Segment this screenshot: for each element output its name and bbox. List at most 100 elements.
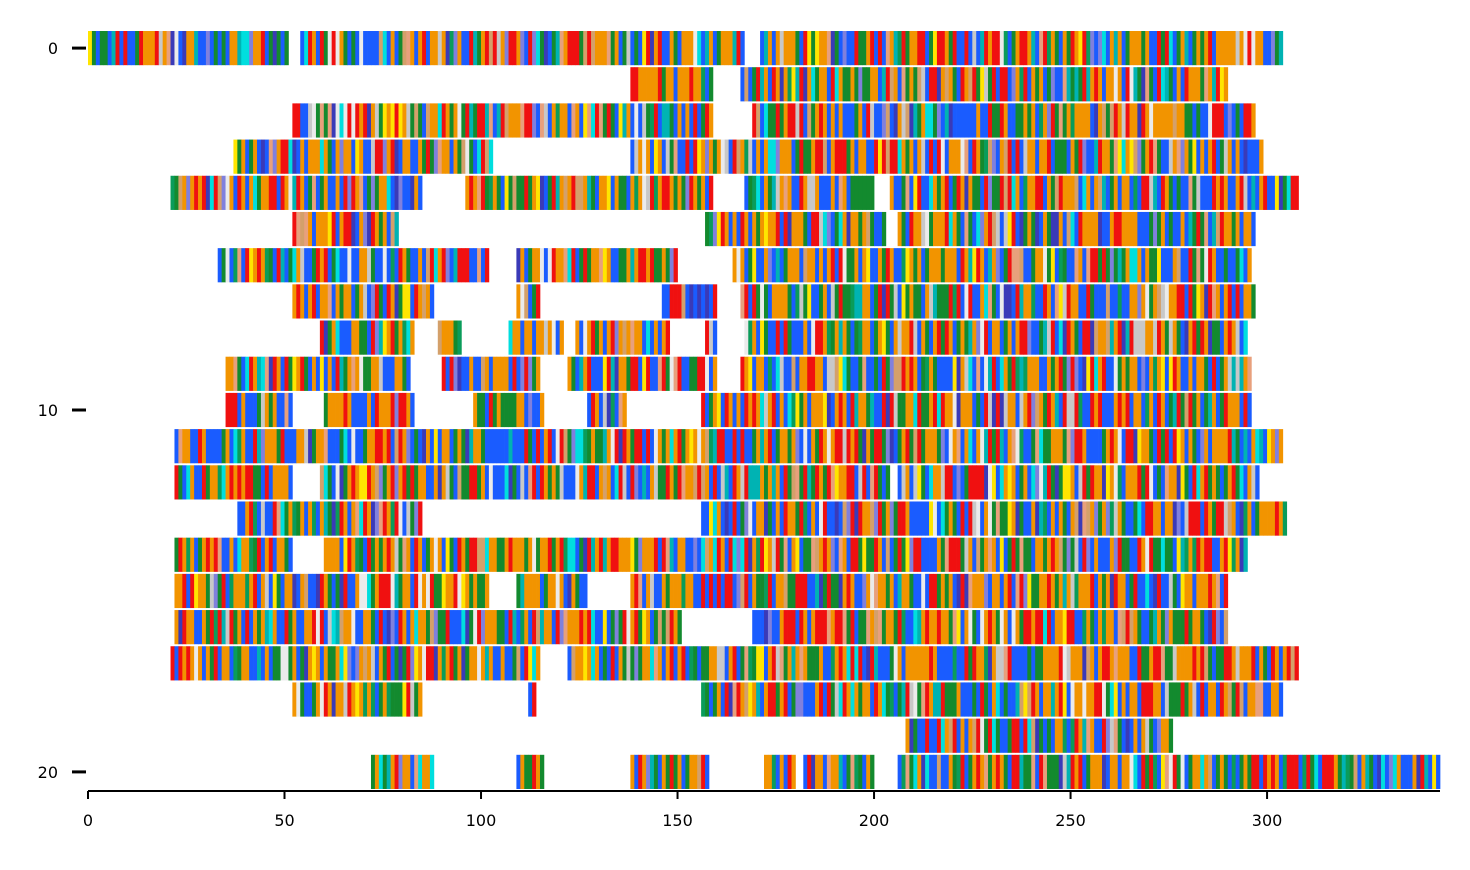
residue-cell	[771, 320, 777, 355]
residue-cell	[822, 392, 828, 428]
residue-cell	[1058, 139, 1064, 174]
residue-cell	[1011, 682, 1016, 717]
residue-cell	[988, 718, 993, 753]
residue-cell	[1278, 175, 1284, 210]
residue-cell	[1023, 754, 1028, 789]
residue-cell	[921, 429, 926, 464]
residue-cell	[441, 320, 446, 355]
residue-cell	[1046, 754, 1052, 789]
residue-cell	[685, 103, 690, 138]
residue-cell	[874, 67, 879, 102]
residue-cell	[917, 646, 922, 681]
residue-cell	[701, 573, 706, 609]
residue-cell	[901, 175, 906, 210]
residue-cell	[433, 610, 439, 645]
residue-cell	[378, 175, 384, 210]
residue-cell	[1129, 610, 1134, 645]
residue-cell	[858, 31, 863, 66]
residue-cell	[481, 356, 486, 391]
residue-cell	[374, 356, 380, 391]
residue-cell	[724, 139, 729, 174]
residue-cell	[190, 175, 195, 210]
residue-cell	[858, 465, 863, 500]
residue-cell	[803, 646, 808, 681]
residue-cell	[1011, 175, 1016, 210]
residue-cell	[276, 139, 281, 174]
residue-cell	[838, 31, 843, 66]
residue-cell	[988, 175, 993, 210]
residue-cell	[748, 537, 753, 572]
residue-cell	[363, 501, 368, 536]
residue-cell	[260, 465, 266, 500]
residue-cell	[1353, 754, 1358, 789]
residue-cell	[889, 646, 895, 681]
residue-cell	[205, 646, 211, 681]
residue-cell	[811, 356, 816, 391]
residue-cell	[921, 573, 926, 609]
residue-cell	[453, 139, 458, 174]
residue-cell	[866, 175, 871, 210]
residue-cell	[858, 610, 863, 645]
residue-cell	[1031, 718, 1036, 753]
residue-cell	[532, 284, 537, 319]
residue-cell	[343, 103, 348, 138]
residue-cell	[877, 356, 883, 391]
residue-cell	[488, 610, 494, 645]
residue-cell	[830, 610, 836, 645]
residue-cell	[642, 248, 647, 283]
residue-cell	[1039, 356, 1044, 391]
residue-cell	[335, 429, 340, 464]
residue-cell	[1102, 31, 1107, 66]
residue-cell	[881, 103, 887, 138]
residue-cell	[650, 537, 655, 572]
residue-cell	[740, 537, 745, 572]
residue-cell	[1121, 537, 1126, 572]
residue-cell	[429, 573, 435, 609]
residue-cell	[512, 465, 517, 500]
residue-cell	[453, 320, 458, 355]
residue-cell	[225, 248, 230, 283]
residue-cell	[1105, 248, 1111, 283]
residue-cell	[1168, 610, 1174, 645]
residue-cell	[1019, 465, 1024, 500]
residue-cell	[237, 501, 242, 536]
residue-cell	[1133, 392, 1138, 428]
residue-cell	[964, 284, 969, 319]
residue-cell	[1215, 175, 1221, 210]
residue-cell	[1239, 501, 1244, 536]
residue-cell	[1082, 465, 1087, 500]
residue-cell	[339, 501, 344, 536]
residue-cell	[819, 682, 824, 717]
residue-cell	[677, 175, 682, 210]
residue-cell	[1176, 537, 1181, 572]
residue-cell	[504, 610, 509, 645]
residue-cell	[382, 610, 388, 645]
residue-cell	[237, 429, 242, 464]
residue-cell	[394, 175, 399, 210]
residue-cell	[693, 103, 698, 138]
residue-cell	[984, 31, 989, 66]
residue-cell	[1027, 356, 1032, 391]
residue-cell	[661, 320, 667, 355]
residue-cell	[1141, 284, 1146, 319]
residue-cell	[229, 248, 234, 283]
residue-cell	[1141, 501, 1146, 536]
residue-cell	[461, 429, 466, 464]
residue-cell	[736, 537, 741, 572]
residue-cell	[469, 248, 474, 283]
residue-cell	[323, 248, 329, 283]
residue-cell	[508, 537, 513, 572]
residue-cell	[367, 320, 372, 355]
residue-cell	[504, 465, 509, 500]
residue-cell	[826, 465, 832, 500]
residue-cell	[386, 429, 391, 464]
residue-cell	[520, 573, 525, 609]
residue-cell	[1255, 429, 1260, 464]
residue-cell	[830, 67, 836, 102]
residue-cell	[925, 31, 930, 66]
residue-cell	[343, 139, 348, 174]
residue-cell	[701, 67, 706, 102]
residue-cell	[846, 682, 851, 717]
residue-cell	[701, 175, 706, 210]
residue-cell	[363, 573, 368, 609]
